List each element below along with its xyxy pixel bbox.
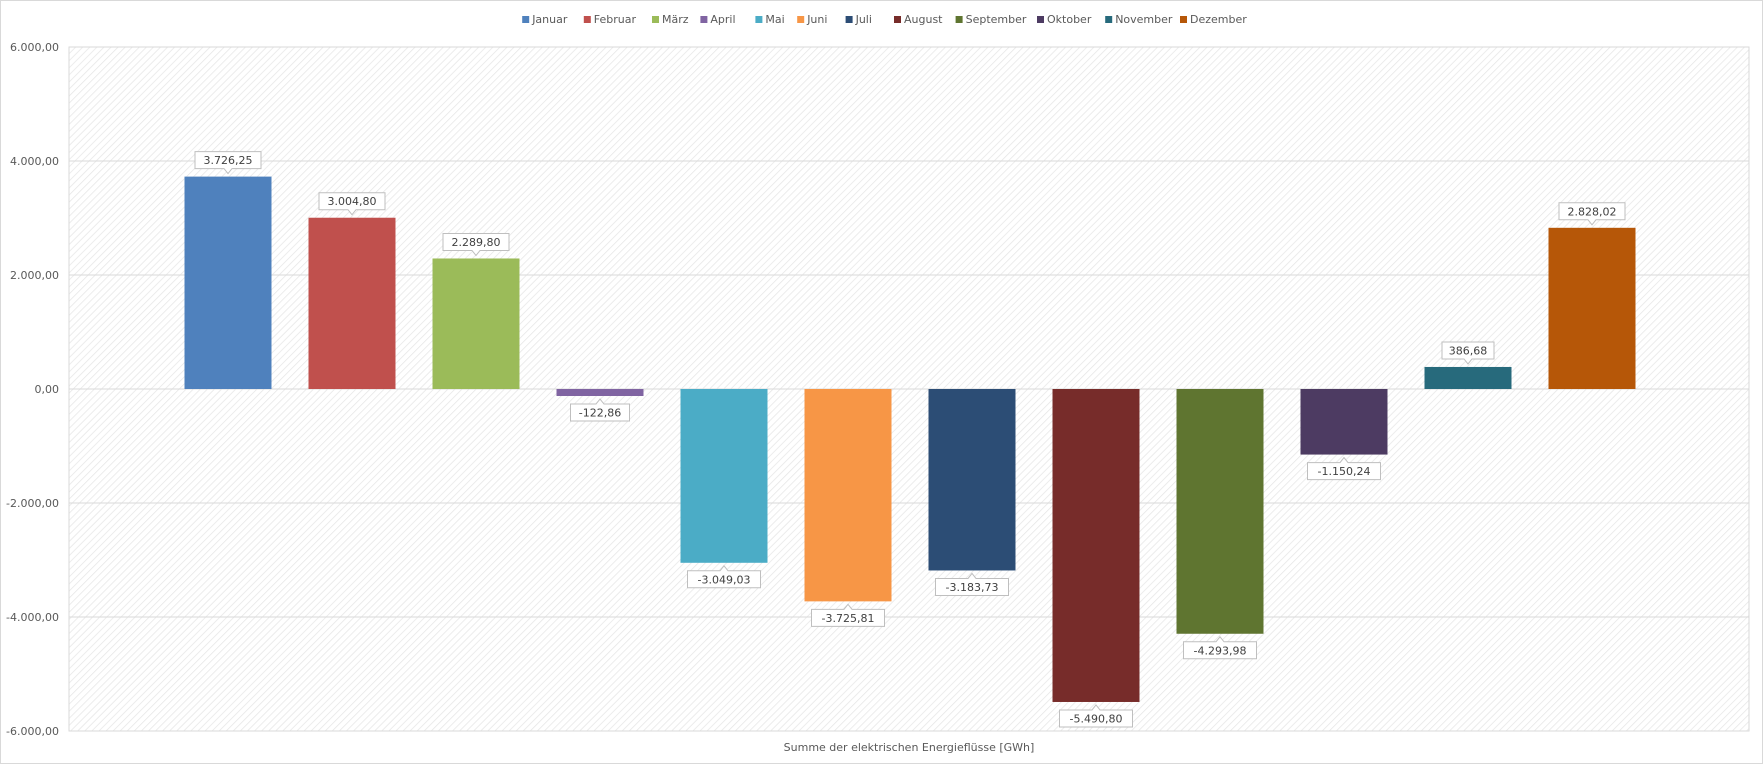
bar-februar[interactable] (308, 217, 396, 389)
legend-swatch (755, 16, 763, 23)
legend-swatch (1180, 16, 1187, 23)
data-label-box (687, 564, 761, 589)
legend-label: Dezember (1190, 13, 1247, 26)
legend-item-mai[interactable]: Mai (755, 13, 785, 26)
data-label-text: -1.150,24 (1318, 465, 1371, 478)
data-label-text: -122,86 (579, 407, 621, 420)
legend-item-september[interactable]: September (955, 13, 1027, 26)
data-label-text: -3.725,81 (822, 612, 875, 625)
legend-item-märz[interactable]: März (652, 13, 689, 26)
data-label-april: -122,86 (570, 398, 630, 422)
data-label-box (1441, 341, 1495, 365)
data-label-februar: 3.004,80 (318, 192, 386, 216)
legend-label: März (662, 13, 689, 26)
data-label-box (442, 232, 510, 257)
y-tick-label: 6.000,00 (10, 41, 59, 54)
data-label-text: -3.183,73 (946, 581, 999, 594)
legend-swatch (583, 16, 591, 23)
bar-mai[interactable] (680, 389, 768, 563)
bar-märz[interactable] (432, 258, 520, 389)
y-tick-label: -4.000,00 (6, 611, 59, 624)
data-label-text: -3.049,03 (698, 573, 751, 586)
data-label-text: 3.004,80 (328, 195, 377, 208)
legend-item-august[interactable]: August (894, 13, 943, 26)
legend-item-dezember[interactable]: Dezember (1180, 13, 1247, 26)
legend-item-januar[interactable]: Januar (522, 13, 568, 26)
bar-oktober[interactable] (1300, 389, 1388, 455)
legend-swatch (652, 16, 659, 23)
y-tick-label: -2.000,00 (6, 497, 59, 510)
bar-juni[interactable] (804, 389, 892, 602)
data-label-box (570, 398, 630, 422)
data-label-november: 386,68 (1441, 341, 1495, 365)
bar-januar[interactable] (184, 176, 272, 389)
y-tick-label: -6.000,00 (6, 725, 59, 738)
legend-label: Januar (531, 13, 568, 26)
legend-swatch (700, 16, 708, 23)
data-label-text: -4.293,98 (1194, 644, 1247, 657)
legend-label: August (904, 13, 943, 26)
data-label-box (811, 603, 885, 627)
x-axis-title: Summe der elektrischen Energieflüsse [GW… (784, 741, 1035, 754)
legend-swatch (522, 16, 530, 23)
data-label-text: -5.490,80 (1070, 712, 1123, 725)
legend-label: Mai (765, 13, 784, 26)
data-label-box (194, 151, 262, 175)
data-label-box (1307, 456, 1381, 481)
data-label-box (1558, 202, 1626, 226)
legend-item-oktober[interactable]: Oktober (1037, 13, 1092, 26)
bar-november[interactable] (1424, 366, 1512, 389)
data-label-dezember: 2.828,02 (1558, 202, 1626, 226)
legend-item-februar[interactable]: Februar (583, 13, 637, 26)
data-label-august: -5.490,80 (1059, 704, 1133, 728)
legend-item-november[interactable]: November (1105, 13, 1173, 26)
legend-item-april[interactable]: April (700, 13, 736, 26)
legend-swatch (955, 16, 963, 23)
data-label-juni: -3.725,81 (811, 603, 885, 627)
data-label-märz: 2.289,80 (442, 232, 510, 257)
legend-label: Juni (806, 13, 827, 26)
data-label-text: 2.289,80 (452, 236, 501, 249)
data-label-januar: 3.726,25 (194, 151, 262, 175)
data-label-oktober: -1.150,24 (1307, 456, 1381, 481)
y-tick-label: 2.000,00 (10, 269, 59, 282)
legend-label: Februar (594, 13, 637, 26)
legend-label: Juli (855, 13, 872, 26)
data-label-text: 3.726,25 (204, 154, 253, 167)
bar-august[interactable] (1052, 389, 1140, 702)
legend-item-juni[interactable]: Juni (797, 13, 827, 26)
legend-swatch (797, 16, 805, 23)
data-label-text: 2.828,02 (1568, 205, 1617, 218)
legend-label: April (710, 13, 735, 26)
y-tick-label: 4.000,00 (10, 155, 59, 168)
data-label-box (935, 572, 1009, 596)
data-label-september: -4.293,98 (1183, 635, 1257, 660)
y-tick-label: 0,00 (35, 383, 60, 396)
bar-juli[interactable] (928, 389, 1016, 571)
data-label-text: 386,68 (1449, 344, 1488, 357)
data-label-box (1059, 704, 1133, 728)
legend-label: September (966, 13, 1027, 26)
data-label-mai: -3.049,03 (687, 564, 761, 589)
legend-swatch (845, 16, 853, 23)
data-label-box (318, 192, 386, 216)
bar-september[interactable] (1176, 389, 1264, 634)
legend-label: Oktober (1047, 13, 1092, 26)
legend-item-juli[interactable]: Juli (845, 13, 872, 26)
data-label-juli: -3.183,73 (935, 572, 1009, 596)
legend-label: November (1115, 13, 1173, 26)
bar-april[interactable] (556, 389, 644, 397)
legend-swatch (1105, 16, 1113, 23)
bar-dezember[interactable] (1548, 227, 1636, 389)
data-label-box (1183, 635, 1257, 660)
legend-swatch (1037, 16, 1044, 23)
legend-swatch (894, 16, 901, 23)
